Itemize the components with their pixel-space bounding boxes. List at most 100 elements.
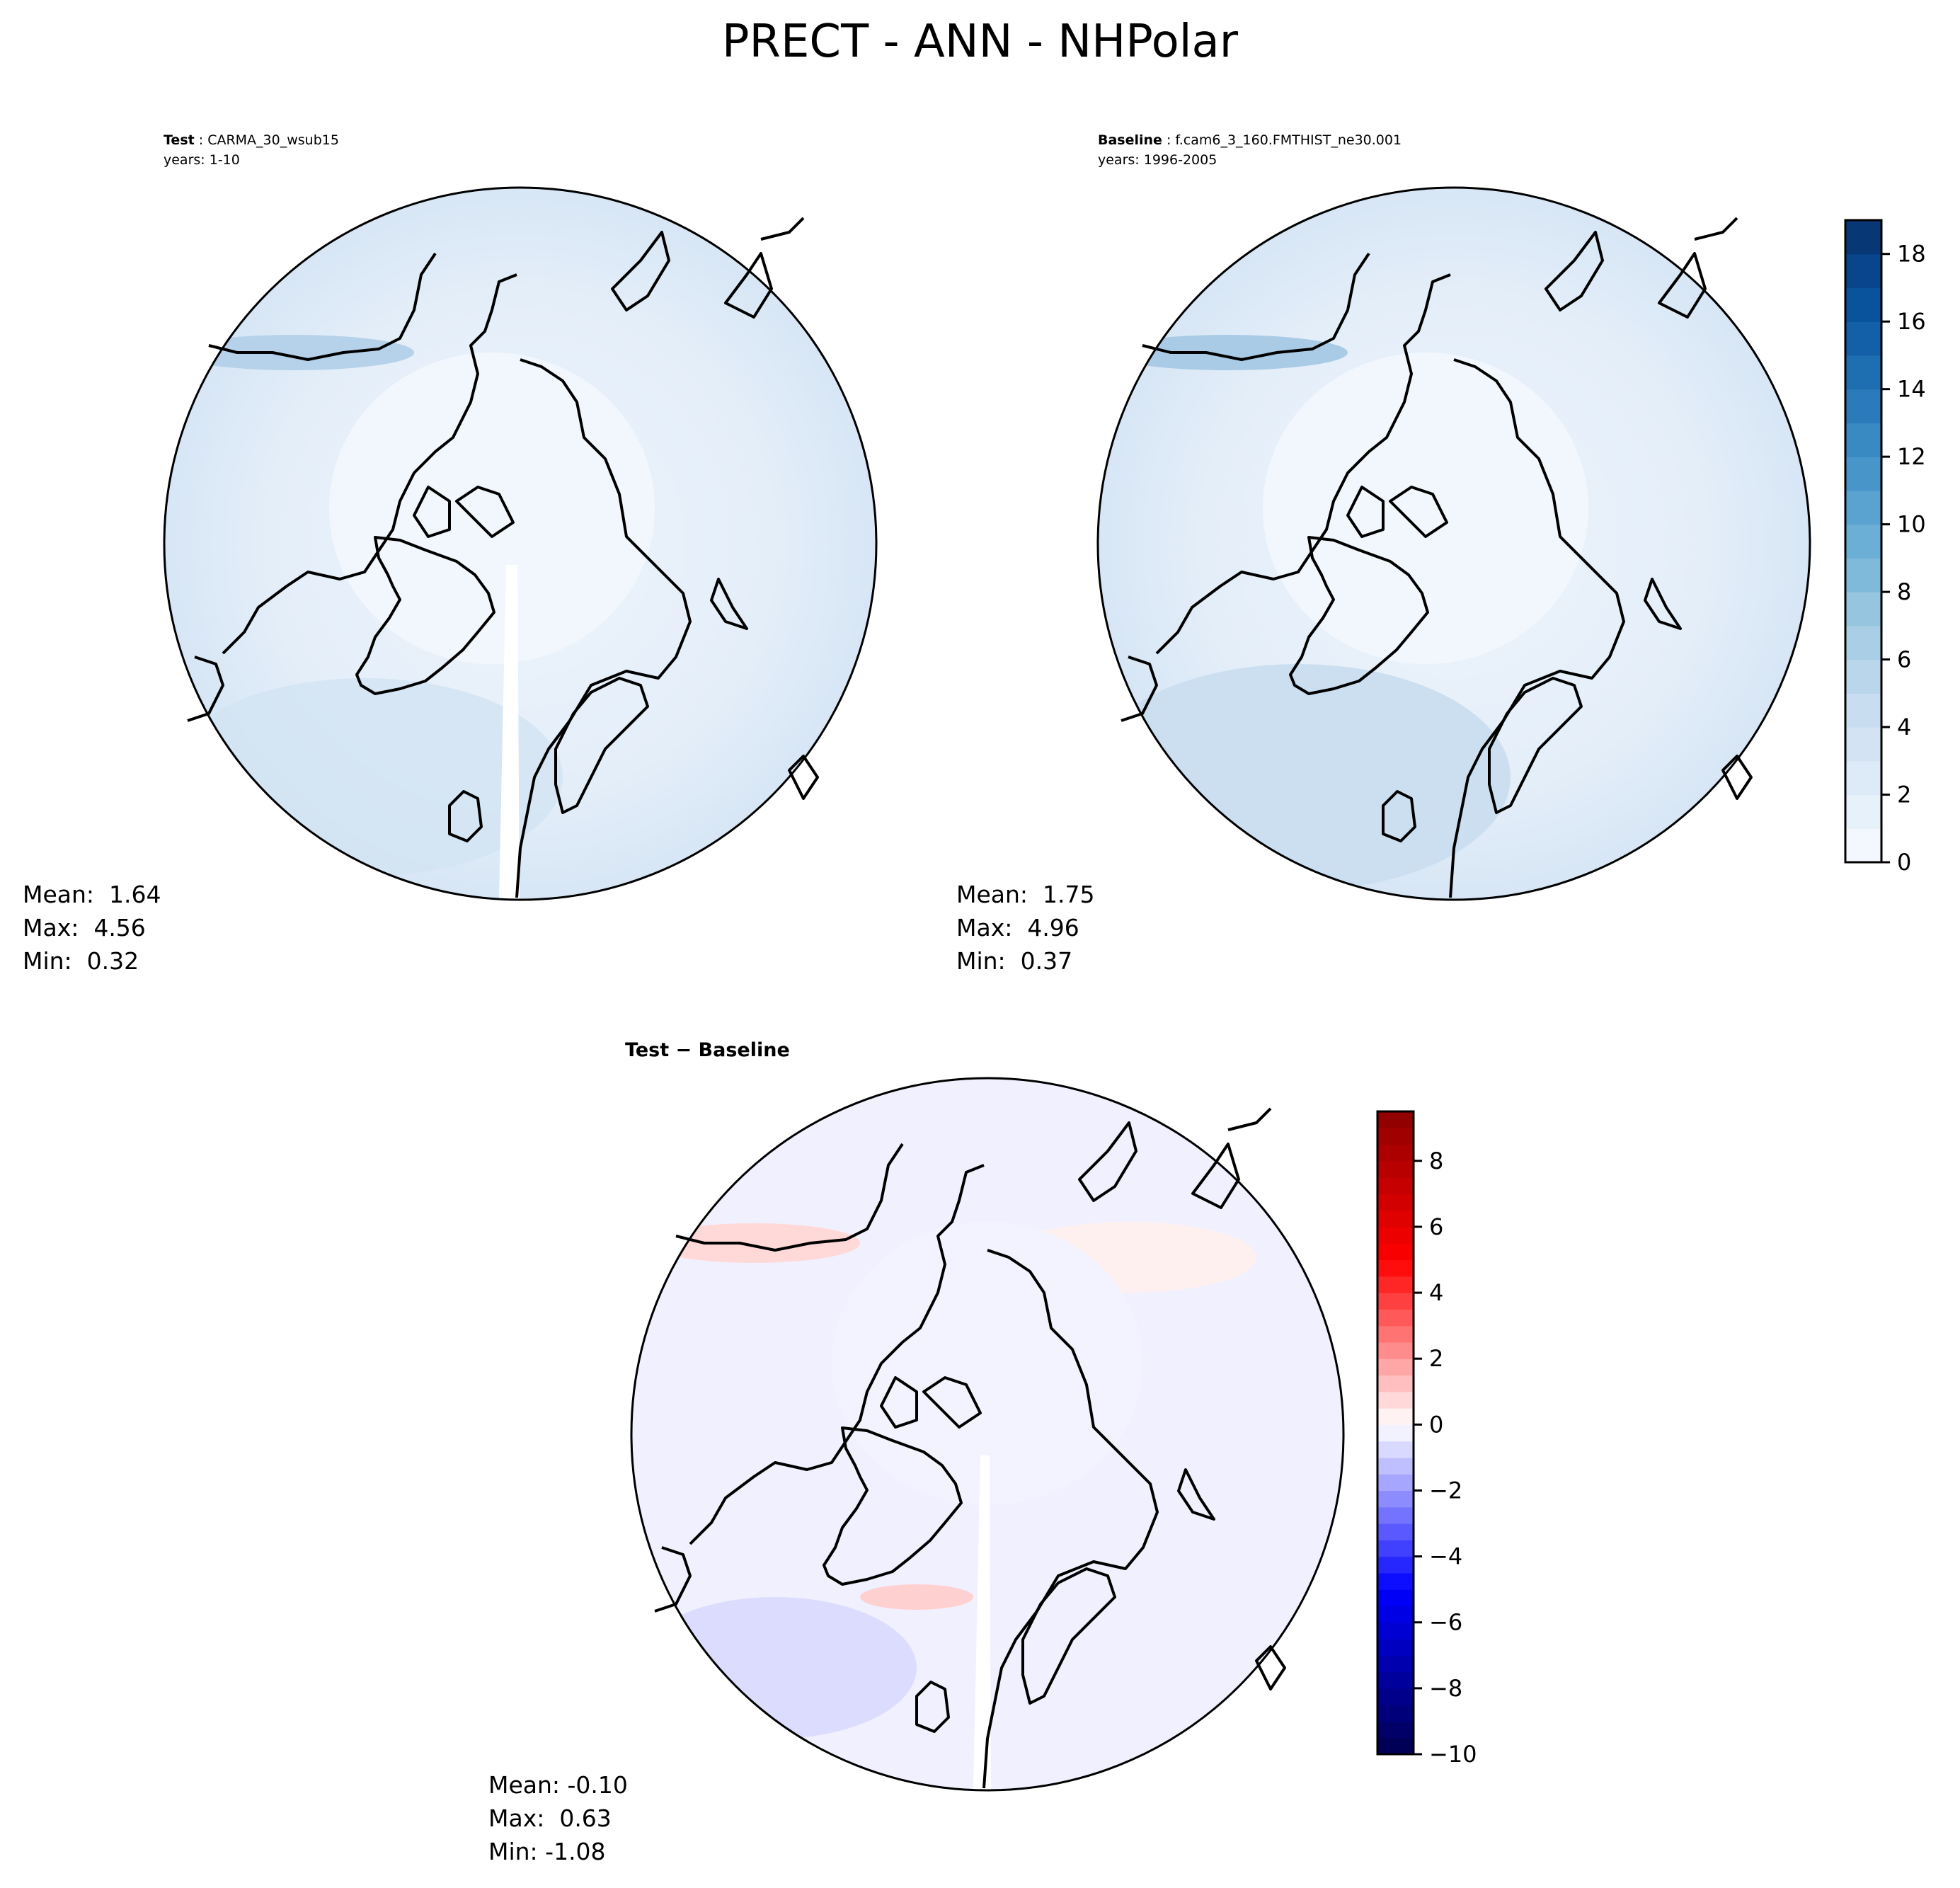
diff-colorbar-level [1377,1358,1414,1376]
baseline-colorbar-tick-label: 14 [1897,376,1926,403]
diff-colorbar-level [1377,1639,1414,1656]
diff-colorbar-level [1377,1210,1414,1228]
baseline-colorbar-level [1845,727,1881,762]
diff-colorbar-level [1377,1144,1414,1162]
diff-colorbar-level [1377,1606,1414,1623]
diff-colorbar-level [1377,1737,1414,1755]
diff-colorbar-level [1377,1705,1414,1722]
diff-colorbar-level [1377,1474,1414,1492]
diff-colorbar-tick-label: 8 [1429,1148,1443,1174]
baseline-colorbar-level [1845,457,1881,491]
baseline-stats: Mean: 1.75 Max: 4.96 Min: 0.37 [956,878,1095,978]
diff-colorbar-tick-label: −6 [1429,1609,1462,1636]
baseline-colorbar-level [1845,558,1881,593]
test-stats: Mean: 1.64 Max: 4.56 Min: 0.32 [23,878,161,978]
diff-colorbar-level [1377,1457,1414,1475]
diff-colorbar: −10 −8 −6 −4 −2 0 2 4 6 8 [1376,1110,1477,1763]
baseline-subtitle: Baseline : f.cam6_3_160.FMTHIST_ne30.001… [1098,132,1402,168]
test-max: Max: 4.56 [23,914,146,942]
diff-colorbar-tick-label: 6 [1429,1213,1443,1240]
baseline-mean: Mean: 1.75 [956,881,1095,908]
test-map [163,186,878,901]
baseline-colorbar-level [1845,423,1881,457]
diff-colorbar-level [1377,1325,1414,1343]
test-years: years: 1-10 [164,152,240,168]
diff-colorbar-level [1377,1226,1414,1244]
test-subtitle: Test : CARMA_30_wsub15 years: 1-10 [164,132,339,168]
baseline-colorbar-level [1845,321,1881,356]
baseline-colorbar-tick-label: 8 [1897,578,1911,605]
test-min: Min: 0.32 [23,947,139,975]
baseline-min: Min: 0.37 [956,947,1073,975]
test-label: Test [164,132,195,148]
diff-colorbar-level [1377,1688,1414,1705]
test-mean: Mean: 1.64 [23,881,161,908]
diff-colorbar-level [1377,1490,1414,1508]
diff-colorbar-level [1377,1259,1414,1277]
baseline-case: f.cam6_3_160.FMTHIST_ne30.001 [1175,132,1402,148]
diff-colorbar-level [1377,1177,1414,1195]
diff-colorbar-level [1377,1375,1414,1392]
diff-colorbar-level [1377,1128,1414,1145]
diff-colorbar-level [1377,1160,1414,1178]
baseline-colorbar-level [1845,625,1881,660]
diff-colorbar-level [1377,1622,1414,1640]
diff-colorbar-level [1377,1243,1414,1261]
baseline-colorbar-level [1845,592,1881,627]
diff-mean: Mean: -0.10 [488,1771,628,1799]
baseline-colorbar-level [1845,828,1881,863]
diff-colorbar-tick-label: −8 [1429,1675,1462,1702]
baseline-colorbar-level [1845,389,1881,424]
baseline-colorbar-level [1845,490,1881,525]
diff-colorbar-level [1377,1293,1414,1310]
baseline-colorbar-level [1845,794,1881,829]
diff-colorbar-level [1377,1589,1414,1607]
baseline-colorbar-level [1845,760,1881,796]
diff-colorbar-level [1377,1111,1414,1128]
diff-colorbar-frame [1376,1110,1415,1756]
diff-max: Max: 0.63 [488,1804,612,1832]
baseline-colorbar-tick-label: 18 [1897,241,1926,268]
diff-colorbar-level [1377,1540,1414,1557]
diff-colorbar-tick-label: −2 [1429,1477,1462,1504]
diff-colorbar-level [1377,1276,1414,1293]
diff-colorbar-level [1377,1572,1414,1590]
diff-min: Min: -1.08 [488,1838,606,1865]
diff-colorbar-level [1377,1556,1414,1574]
test-case: CARMA_30_wsub15 [207,132,339,148]
baseline-colorbar-level [1845,693,1881,728]
baseline-colorbar-level [1845,220,1881,255]
baseline-colorbar-level [1845,524,1881,559]
baseline-colorbar-tick-label: 4 [1897,714,1911,740]
baseline-colorbar-tick-label: 10 [1897,511,1926,538]
diff-colorbar-tick-label: −10 [1429,1741,1477,1763]
diff-subtitle: Test − Baseline [625,1039,790,1061]
baseline-max: Max: 4.96 [956,914,1079,942]
diff-colorbar-level [1377,1391,1414,1409]
baseline-colorbar: 0 2 4 6 8 10 12 14 16 18 [1844,219,1926,871]
diff-colorbar-level [1377,1523,1414,1540]
baseline-label: Baseline [1098,132,1162,148]
diff-colorbar-level [1377,1506,1414,1524]
baseline-colorbar-tick-label: 12 [1897,443,1926,470]
diff-colorbar-level [1377,1408,1414,1425]
diff-colorbar-level [1377,1194,1414,1211]
baseline-colorbar-level [1845,659,1881,694]
diff-colorbar-level [1377,1309,1414,1327]
figure-title: PRECT - ANN - NHPolar [721,16,1239,68]
diff-colorbar-level [1377,1424,1414,1442]
diff-colorbar-level [1377,1655,1414,1673]
diff-colorbar-tick-label: 4 [1429,1279,1443,1306]
diff-colorbar-level [1377,1341,1414,1359]
baseline-colorbar-level [1845,287,1881,322]
diff-map [630,1077,1345,1792]
baseline-years: years: 1996-2005 [1098,152,1217,168]
diff-colorbar-tick-label: 0 [1429,1411,1443,1438]
baseline-colorbar-tick-label: 0 [1897,849,1911,871]
baseline-colorbar-level [1845,355,1881,390]
diff-stats: Mean: -0.10 Max: 0.63 Min: -1.08 [488,1768,628,1868]
baseline-colorbar-tick-label: 6 [1897,646,1911,673]
baseline-colorbar-tick-label: 2 [1897,782,1911,808]
diff-colorbar-level [1377,1721,1414,1739]
baseline-map [1096,186,1811,901]
